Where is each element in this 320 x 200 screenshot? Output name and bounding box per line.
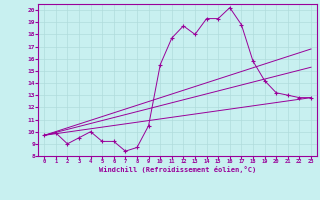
X-axis label: Windchill (Refroidissement éolien,°C): Windchill (Refroidissement éolien,°C): [99, 166, 256, 173]
